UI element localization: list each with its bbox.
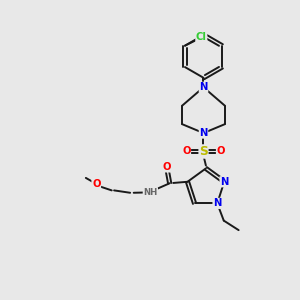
Text: Cl: Cl bbox=[196, 32, 207, 42]
Text: N: N bbox=[199, 82, 208, 92]
Text: NH: NH bbox=[143, 188, 158, 197]
Text: O: O bbox=[92, 179, 100, 189]
Text: N: N bbox=[220, 177, 228, 187]
Text: O: O bbox=[182, 146, 190, 157]
Text: O: O bbox=[217, 146, 225, 157]
Text: N: N bbox=[199, 128, 208, 138]
Text: N: N bbox=[213, 198, 221, 208]
Text: S: S bbox=[199, 145, 208, 158]
Text: O: O bbox=[162, 162, 171, 172]
